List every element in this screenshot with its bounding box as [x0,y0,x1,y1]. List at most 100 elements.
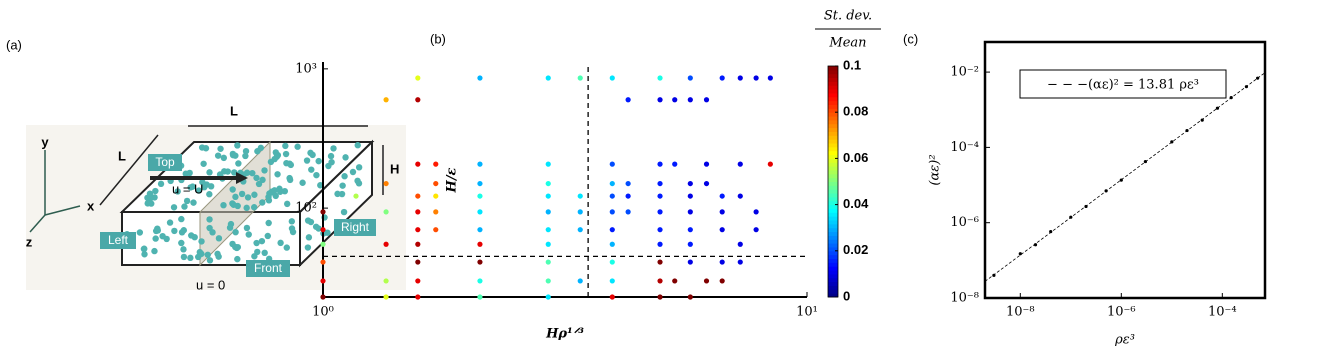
panel-label: (c) [903,31,918,46]
legend-label: − − −(αε)² = 13.81 ρε³ [1047,78,1199,93]
particle [327,152,335,160]
point [703,180,710,187]
particle [229,186,236,193]
point [1084,204,1088,209]
velocity-label: u = 0 [196,277,225,292]
point [719,75,725,81]
point [657,97,663,103]
particle [304,217,312,224]
particle [325,162,332,170]
particle [220,154,228,162]
point [545,75,551,81]
axis-name: z [26,234,33,249]
arrow-head [236,172,248,184]
point [1185,128,1189,133]
particle [261,167,268,174]
colorbar-label: St. dev. [824,9,872,24]
colorbar-segment [828,69,838,75]
particle [288,218,296,225]
point [383,241,389,247]
particle [206,216,213,223]
particle [220,201,227,209]
colorbar-segment [828,212,838,217]
particle [242,152,249,160]
legend-box [1019,69,1227,99]
point [719,227,725,233]
particle [163,235,170,243]
fit-line [985,72,1265,282]
colorbar-segment [828,108,838,113]
colorbar-segment [828,150,838,156]
particle [214,250,221,258]
point [687,209,693,215]
particle [245,231,252,238]
y-tick-label: 10⁻⁸ [950,291,979,306]
point [577,227,583,233]
point [1143,159,1148,164]
point [1244,85,1249,89]
colorbar-segment [828,162,838,167]
colorbar-segment [828,127,838,132]
y-axis-label: (αε)² [928,154,943,185]
point [737,241,743,247]
colorbar-segment [828,123,838,129]
point [545,209,551,215]
colorbar-segment [828,100,838,105]
particle [274,171,281,178]
y-tick-label: 10⁻² [950,65,979,80]
point [383,180,389,187]
point [1200,118,1204,122]
particle [232,228,239,236]
particle [206,224,213,232]
dimension-label: L [230,103,238,118]
point [545,180,551,187]
particle [206,191,213,198]
point [992,273,996,277]
point [625,97,631,103]
point [320,278,326,284]
point [545,278,551,284]
point [687,180,693,187]
point [672,278,678,284]
colorbar-segment [828,139,838,144]
particle [251,253,258,260]
point [415,193,421,199]
colorbar-segment [828,104,838,109]
point [545,161,551,167]
tag-box [334,219,376,236]
colorbar-segment [828,289,838,294]
colorbar-segment [828,116,838,121]
point [687,75,693,81]
particle [238,190,246,198]
x-tick-label: 10⁻⁴ [1208,305,1237,320]
particle [141,251,148,258]
colorbar-segment [828,200,838,206]
particle [315,157,322,165]
point [353,193,359,199]
point [545,193,551,199]
point [609,241,615,247]
axis-arrow [29,214,46,233]
colorbar-segment [828,266,838,271]
particle [234,243,242,251]
particle [198,238,205,245]
colorbar-label: Mean [828,36,866,51]
colorbar-segment [828,204,838,209]
particle [235,160,242,167]
point [687,294,693,300]
particle [170,204,178,211]
point [737,75,743,81]
point [545,241,551,247]
particle [180,246,187,253]
point [657,259,663,265]
particle [286,176,294,184]
colorbar-segment [828,273,838,279]
particle [272,192,279,200]
particle [144,194,151,201]
point [477,193,483,199]
particle [317,182,324,189]
point [672,97,678,103]
particle [183,197,191,205]
particle [178,215,185,223]
point [545,227,551,233]
